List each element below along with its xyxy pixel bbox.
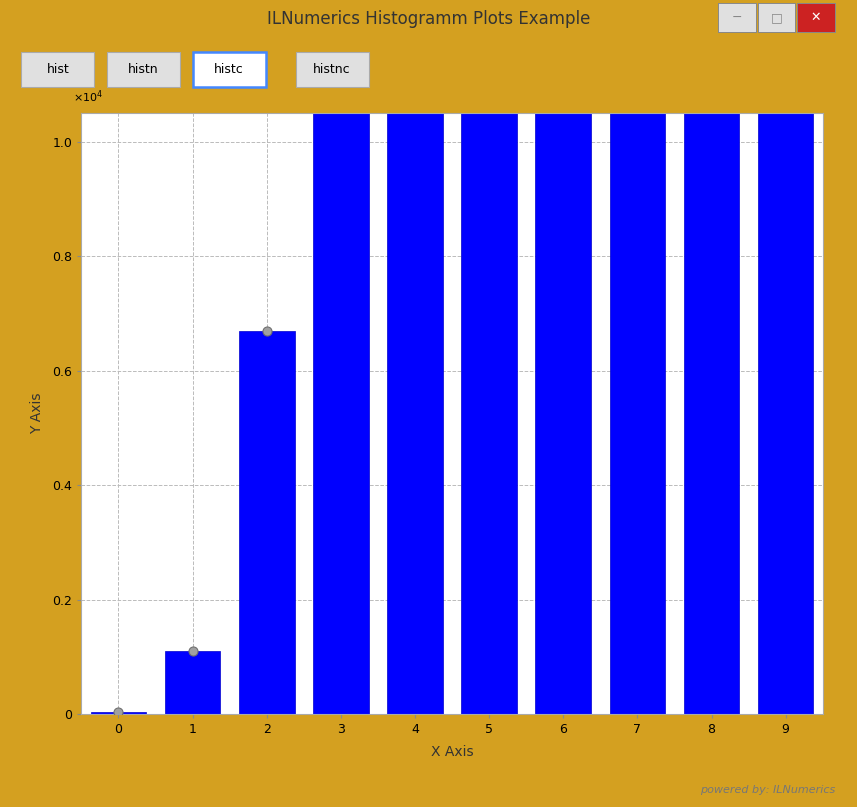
Bar [684,0,740,714]
Text: −: − [732,11,742,24]
FancyBboxPatch shape [21,52,94,87]
FancyBboxPatch shape [107,52,180,87]
Bar [536,0,591,714]
Text: histc: histc [214,63,244,76]
Y-axis label: Y Axis: Y Axis [30,393,44,434]
Text: histnc: histnc [314,63,351,76]
X-axis label: X Axis: X Axis [431,745,473,759]
Bar [165,651,220,714]
Bar [313,0,369,714]
Bar [609,0,665,714]
Bar [387,0,443,714]
Bar [91,713,147,714]
Text: □: □ [770,11,782,24]
Text: ✕: ✕ [811,11,821,24]
Bar [461,0,517,714]
Text: $\times10^4$: $\times10^4$ [73,89,103,105]
FancyBboxPatch shape [296,52,369,87]
Text: histn: histn [129,63,159,76]
FancyBboxPatch shape [193,52,266,87]
Bar [239,331,295,714]
Text: powered by: ILNumerics: powered by: ILNumerics [700,785,836,795]
Text: hist: hist [46,63,69,76]
Text: ILNumerics Histogramm Plots Example: ILNumerics Histogramm Plots Example [267,10,590,27]
Bar [758,0,813,714]
